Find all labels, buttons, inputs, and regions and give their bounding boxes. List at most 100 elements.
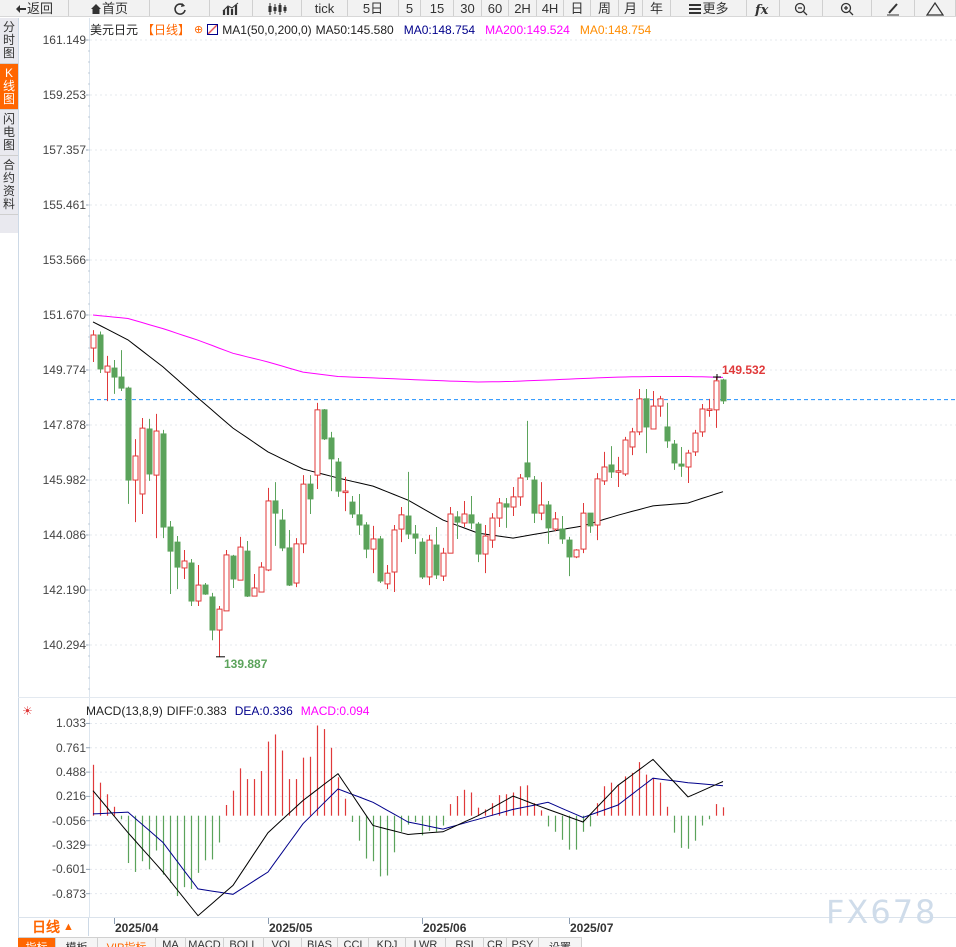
candle-body bbox=[307, 483, 314, 500]
candle bbox=[678, 446, 685, 477]
candle bbox=[286, 529, 293, 586]
candle bbox=[510, 487, 517, 517]
period-selector[interactable]: 日线 ▲ bbox=[18, 918, 89, 936]
indicator-tab-ma[interactable]: MA bbox=[156, 938, 186, 947]
toolbar-button-月[interactable]: 月 bbox=[619, 0, 643, 16]
candle bbox=[622, 436, 629, 476]
toolbar-button-bar-chart[interactable] bbox=[210, 0, 253, 16]
candle bbox=[153, 413, 160, 539]
toolbar-button-周[interactable]: 周 bbox=[591, 0, 619, 16]
candle bbox=[587, 512, 594, 533]
candle-body bbox=[286, 547, 293, 586]
add-circle-icon[interactable]: ⊕ bbox=[194, 24, 204, 36]
candle bbox=[657, 395, 664, 417]
sidebar-tab-2[interactable]: 闪电图 bbox=[0, 110, 18, 156]
candle bbox=[496, 498, 503, 528]
toolbar-button-首页[interactable]: 首页 bbox=[69, 0, 150, 16]
candle-body bbox=[580, 512, 587, 550]
indicator-tab-bias[interactable]: BIAS bbox=[302, 938, 338, 947]
candle bbox=[650, 390, 657, 430]
sidebar-tab-3[interactable]: 合约资料 bbox=[0, 156, 18, 215]
toolbar-button-日[interactable]: 日 bbox=[564, 0, 591, 16]
candle bbox=[699, 404, 706, 437]
candle bbox=[412, 525, 419, 555]
indicator-tab-lwr[interactable]: LWR bbox=[406, 938, 446, 947]
y-tick-label: 157.357 bbox=[42, 143, 86, 157]
min-price-label: 139.887 bbox=[224, 657, 268, 671]
indicator-tab-boll[interactable]: BOLL bbox=[224, 938, 264, 947]
toolbar-button-2H[interactable]: 2H bbox=[509, 0, 537, 16]
candle-body bbox=[251, 587, 258, 597]
candle bbox=[230, 554, 237, 588]
indicator-tab-psy[interactable]: PSY bbox=[507, 938, 539, 947]
y-axis-line bbox=[89, 18, 90, 918]
toolbar-button-年[interactable]: 年 bbox=[643, 0, 671, 16]
candle-body bbox=[699, 408, 706, 433]
toolbar-button-60[interactable]: 60 bbox=[482, 0, 509, 16]
candle bbox=[342, 476, 349, 512]
candle-body bbox=[97, 334, 104, 370]
toolbar-button-30[interactable]: 30 bbox=[454, 0, 482, 16]
toolbar-button-label: 年 bbox=[649, 0, 663, 16]
ma50-value: MA50:145.580 bbox=[315, 22, 394, 37]
toolbar-button-4H[interactable]: 4H bbox=[537, 0, 564, 16]
toolbar-button-refresh[interactable] bbox=[150, 0, 210, 16]
candle bbox=[146, 418, 153, 481]
home-icon bbox=[90, 3, 102, 15]
toolbar-button-15[interactable]: 15 bbox=[421, 0, 454, 16]
toolbar-button-5日[interactable]: 5日 bbox=[348, 0, 399, 16]
indicator-tab-macd[interactable]: MACD bbox=[186, 938, 224, 947]
toolbar-button-5[interactable]: 5 bbox=[399, 0, 421, 16]
candle-body bbox=[209, 596, 216, 631]
candle-body bbox=[461, 513, 468, 524]
indicator-settings-icon[interactable] bbox=[207, 24, 219, 35]
sidebar-tab-1[interactable]: K线图 bbox=[0, 64, 18, 110]
indicator-tab-vip指标[interactable]: VIP指标 bbox=[98, 938, 156, 947]
toolbar-button-pen[interactable] bbox=[872, 0, 915, 16]
y-tick-label: -0.601 bbox=[51, 862, 86, 877]
candle-body bbox=[692, 432, 699, 453]
indicator-tab-模板[interactable]: 模板 bbox=[56, 938, 98, 947]
candle bbox=[615, 456, 622, 488]
sidebar-tab-0[interactable]: 分时图 bbox=[0, 18, 18, 64]
candle bbox=[671, 440, 678, 470]
toolbar-button-label: 60 bbox=[487, 0, 503, 16]
toolbar-button-function[interactable]: fx bbox=[747, 0, 780, 16]
indicator-tab-指标[interactable]: 指标 bbox=[18, 938, 56, 947]
y-tick-label: -0.329 bbox=[51, 838, 86, 853]
toolbar-button-candlestick[interactable] bbox=[253, 0, 302, 16]
candle bbox=[377, 536, 384, 584]
indicator-tab-cr[interactable]: CR bbox=[484, 938, 507, 947]
candle bbox=[559, 516, 566, 544]
candle-body bbox=[489, 517, 496, 541]
candle-body bbox=[426, 539, 433, 578]
candle-body bbox=[328, 437, 335, 460]
candle-body bbox=[118, 376, 125, 389]
candle-body bbox=[678, 463, 685, 467]
candle bbox=[188, 558, 195, 606]
indicator-tab-vol[interactable]: VOL bbox=[264, 938, 302, 947]
max-marker bbox=[713, 374, 721, 381]
indicator-tab-设置[interactable]: 设置 bbox=[539, 938, 582, 947]
candle-body bbox=[104, 365, 111, 373]
toolbar-button-返回[interactable]: 返回 bbox=[0, 0, 69, 16]
toolbar-button-zoom-in[interactable] bbox=[823, 0, 872, 16]
toolbar-button-label: 首页 bbox=[101, 0, 128, 16]
candle bbox=[111, 359, 118, 394]
indicator-tab-cci[interactable]: CCI bbox=[338, 938, 369, 947]
candle-body bbox=[720, 379, 727, 402]
candle bbox=[90, 330, 97, 362]
candle-body bbox=[643, 398, 650, 428]
indicator-tab-rsi[interactable]: RSI bbox=[446, 938, 484, 947]
candle-body bbox=[139, 427, 146, 495]
sun-icon[interactable]: ☀ bbox=[22, 704, 33, 718]
toolbar-button-zoom-out[interactable] bbox=[780, 0, 823, 16]
indicator-tab-kdj[interactable]: KDJ bbox=[369, 938, 406, 947]
toolbar-button-tick[interactable]: tick bbox=[302, 0, 348, 16]
toolbar-button-更多[interactable]: 更多 bbox=[671, 0, 747, 16]
candle-body bbox=[454, 516, 461, 523]
candle bbox=[181, 549, 188, 579]
candle bbox=[300, 475, 307, 554]
y-tick-label: -0.056 bbox=[51, 813, 86, 828]
